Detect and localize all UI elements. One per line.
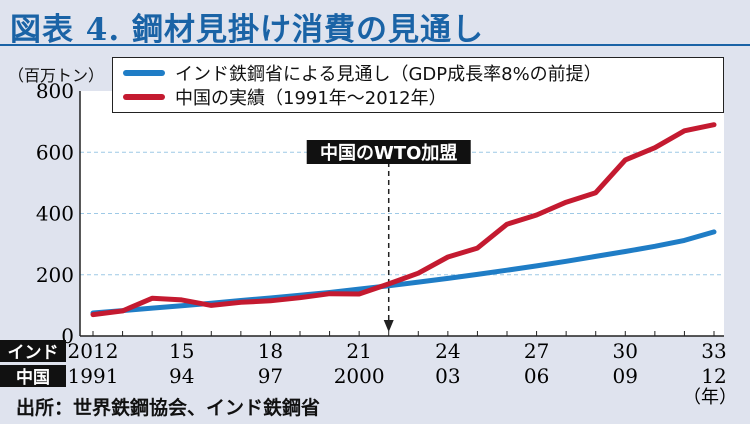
title-underline xyxy=(0,44,750,46)
x-tick-label: 21 xyxy=(346,339,371,363)
legend-swatch-china xyxy=(123,94,165,100)
legend-swatch-india xyxy=(123,70,165,76)
y-tick-label: 200 xyxy=(36,263,74,287)
x-tick-label: 2012 xyxy=(68,339,119,363)
x-tick-label: 30 xyxy=(613,339,638,363)
y-tick-label: 600 xyxy=(36,140,74,164)
annotation-box xyxy=(306,140,471,164)
y-tick-label: 800 xyxy=(36,79,74,103)
x-axis-badge xyxy=(0,340,66,362)
x-tick-label: 24 xyxy=(435,339,460,363)
x-tick-label: 33 xyxy=(701,339,726,363)
x-tick-label: 27 xyxy=(524,339,549,363)
x-tick-label: 2000 xyxy=(334,364,385,388)
chart-title: 図表 4. 鋼材見掛け消費の見通し xyxy=(10,12,484,48)
y-tick-label: 400 xyxy=(36,202,74,226)
legend: インド鉄鋼省による見通し（GDP成長率8%の前提） 中国の実績（1991年〜20… xyxy=(112,57,724,113)
x-tick-label: 94 xyxy=(169,364,194,388)
series-line-china xyxy=(90,122,717,318)
x-axis-name: 中国 xyxy=(16,367,50,388)
legend-item-china: 中国の実績（1991年〜2012年） xyxy=(123,84,447,110)
x-tick-label: 18 xyxy=(258,339,283,363)
x-tick-label: 15 xyxy=(169,339,194,363)
annotation-label: 中国のWTO加盟 xyxy=(320,142,457,164)
legend-label-india: インド鉄鋼省による見通し（GDP成長率8%の前提） xyxy=(175,64,602,85)
x-tick-label: 97 xyxy=(258,364,283,388)
x-axis-badge xyxy=(0,365,66,387)
x-axis-unit: （年） xyxy=(683,387,737,408)
y-axis-unit: （百万トン） xyxy=(8,66,105,85)
x-axis-name: インド xyxy=(8,343,59,363)
x-tick-label: 1991 xyxy=(68,364,119,388)
x-tick-label: 09 xyxy=(613,364,638,388)
legend-item-india: インド鉄鋼省による見通し（GDP成長率8%の前提） xyxy=(123,60,602,86)
legend-label-china: 中国の実績（1991年〜2012年） xyxy=(175,88,447,109)
x-tick-label: 12 xyxy=(701,364,726,388)
source-note: 出所：世界鉄鋼協会、インド鉄鋼省 xyxy=(16,397,321,419)
wto-marker-arrow xyxy=(383,320,394,332)
x-tick-label: 06 xyxy=(524,364,549,388)
x-tick-label: 03 xyxy=(435,364,460,388)
